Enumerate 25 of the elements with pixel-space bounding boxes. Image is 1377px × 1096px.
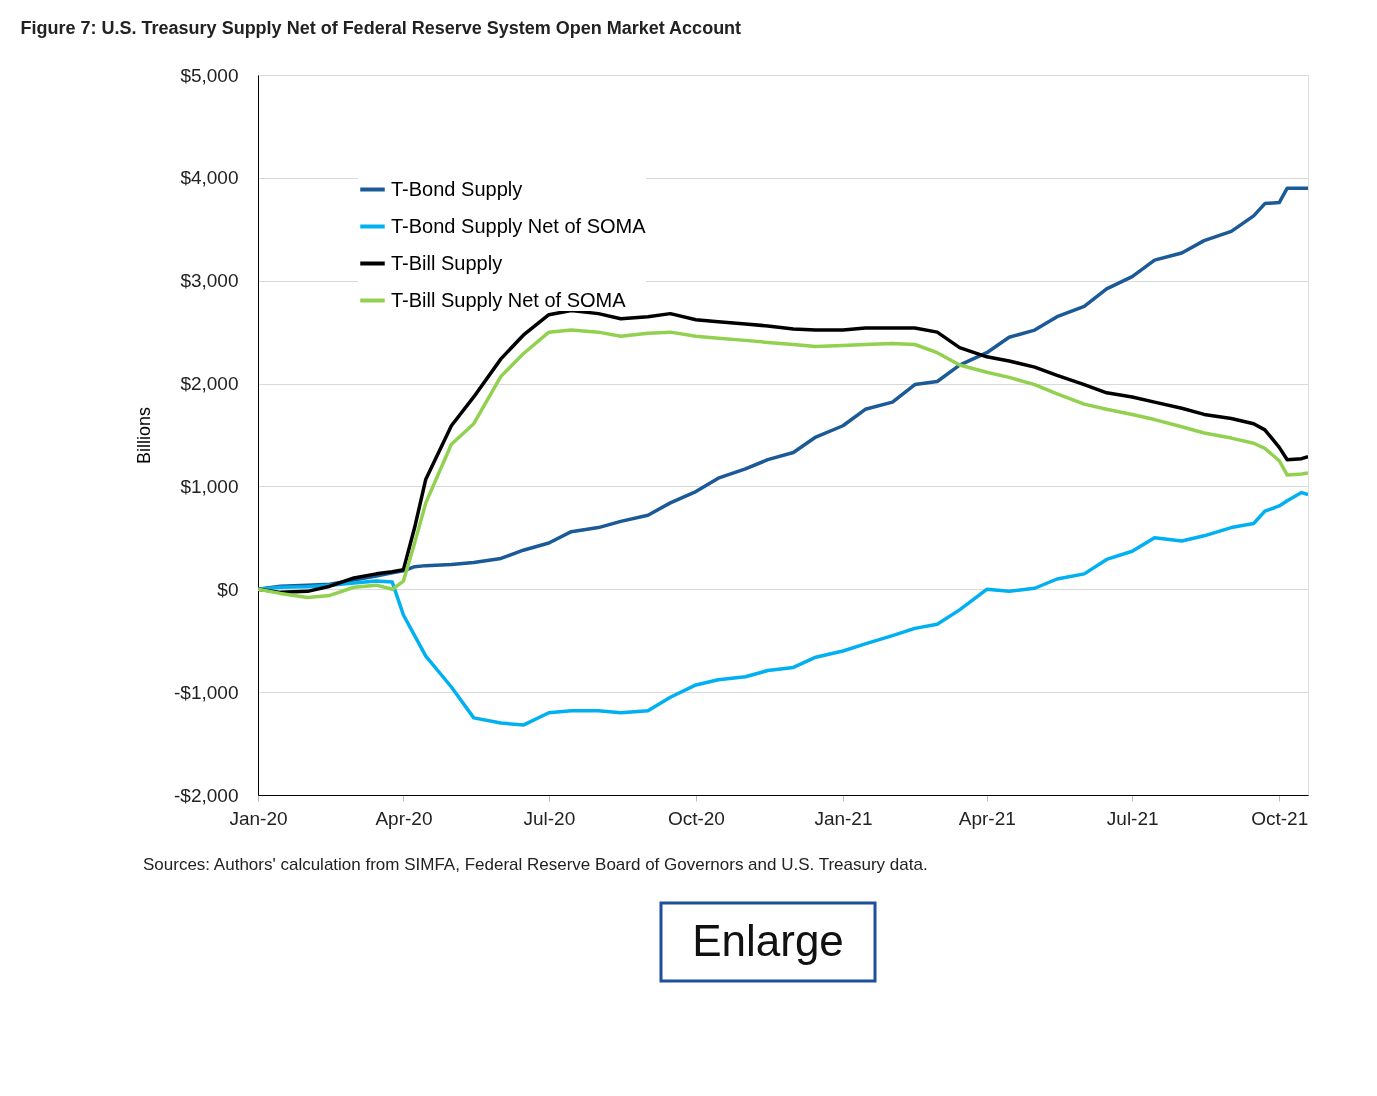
y-tick-label: -$2,000 bbox=[174, 784, 239, 806]
x-tick-label: Jul-21 bbox=[1106, 807, 1159, 829]
y-tick-label: $2,000 bbox=[180, 373, 239, 395]
x-tick-label: Apr-21 bbox=[958, 807, 1016, 829]
y-tick-label: $3,000 bbox=[180, 270, 239, 292]
y-tick-label: $4,000 bbox=[180, 167, 239, 189]
legend-label: T-Bond Supply Net of SOMA bbox=[391, 214, 647, 237]
chart-title: Figure 7: U.S. Treasury Supply Net of Federal Reserve System Open Market Account bbox=[20, 18, 742, 38]
x-tick-label: Jan-21 bbox=[814, 807, 873, 829]
legend-label: T-Bill Supply bbox=[391, 251, 503, 274]
legend-label: T-Bond Supply bbox=[391, 177, 523, 200]
x-tick-label: Jul-20 bbox=[523, 807, 576, 829]
x-tick-label: Oct-20 bbox=[667, 807, 725, 829]
x-tick-label: Oct-21 bbox=[1251, 807, 1309, 829]
y-tick-label: $0 bbox=[217, 578, 239, 600]
source-note: Sources: Authors' calculation from SIMFA, Federal Reserve Board of Governors and U.S. Treasury data. bbox=[143, 855, 928, 874]
y-tick-label: $5,000 bbox=[180, 64, 239, 86]
line-series bbox=[258, 490, 1308, 727]
text: Enlarge bbox=[692, 916, 844, 965]
x-tick-label: Apr-20 bbox=[375, 807, 433, 829]
y-tick-label: $1,000 bbox=[180, 475, 239, 497]
y-tick-label: -$1,000 bbox=[174, 681, 239, 703]
x-tick-label: Jan-20 bbox=[229, 807, 288, 829]
y-axis-title: Billions bbox=[134, 406, 155, 465]
legend-label: T-Bill Supply Net of SOMA bbox=[391, 288, 627, 311]
